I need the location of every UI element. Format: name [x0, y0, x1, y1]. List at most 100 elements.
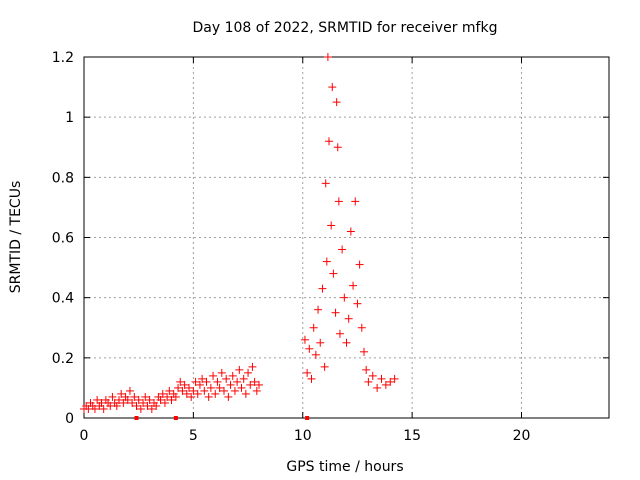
data-point	[362, 365, 371, 374]
data-point	[130, 392, 139, 401]
data-point	[233, 377, 242, 386]
data-point	[333, 143, 342, 152]
data-point	[204, 392, 213, 401]
data-point	[349, 281, 358, 290]
data-point	[200, 386, 209, 395]
data-point	[176, 377, 185, 386]
data-point	[123, 395, 132, 404]
data-point	[322, 257, 331, 266]
data-point	[189, 386, 198, 395]
data-point	[320, 362, 329, 371]
data-point	[252, 386, 261, 395]
data-point	[364, 377, 373, 386]
data-point	[342, 338, 351, 347]
data-point	[136, 404, 145, 413]
data-point	[311, 350, 320, 359]
near-zero-point	[173, 416, 178, 420]
data-point	[360, 347, 368, 356]
data-point	[132, 401, 141, 410]
x-tick-label: 5	[189, 428, 198, 444]
data-point	[309, 323, 318, 332]
data-point	[108, 392, 117, 401]
data-point	[193, 389, 202, 398]
data-point	[167, 395, 176, 404]
x-tick-label: 0	[80, 428, 89, 444]
data-point	[147, 404, 156, 413]
y-tick-label: 0.4	[52, 291, 74, 307]
data-point	[171, 392, 180, 401]
data-point	[115, 395, 123, 404]
y-tick-label: 1	[65, 110, 74, 126]
data-point	[351, 197, 360, 206]
data-point	[222, 374, 231, 383]
x-tick-label: 20	[513, 428, 531, 444]
data-point	[255, 380, 263, 389]
data-point	[119, 398, 128, 407]
data-point	[117, 389, 126, 398]
near-zero-point	[134, 416, 139, 420]
data-point	[329, 269, 338, 278]
data-point	[328, 83, 337, 92]
data-point	[217, 368, 226, 377]
data-point	[174, 383, 183, 392]
data-point	[230, 386, 239, 395]
data-point	[334, 197, 343, 206]
near-zero-point	[305, 416, 310, 420]
data-point	[318, 284, 327, 293]
grid-lines	[84, 57, 609, 418]
data-point	[141, 392, 150, 401]
data-point	[377, 374, 386, 383]
data-point	[134, 395, 143, 404]
data-point	[145, 395, 154, 404]
data-point	[128, 398, 137, 407]
data-point	[250, 377, 259, 386]
data-point	[327, 221, 336, 230]
data-point	[340, 293, 349, 302]
y-axis-label: SRMTID / TECUs	[8, 181, 24, 294]
data-point	[152, 401, 161, 410]
data-point	[248, 362, 257, 371]
data-point	[90, 404, 99, 413]
data-point	[206, 383, 215, 392]
data-point	[215, 383, 224, 392]
data-point	[305, 344, 314, 353]
data-point	[241, 389, 250, 398]
x-axis-label: GPS time / hours	[286, 459, 403, 475]
data-point	[331, 308, 340, 317]
data-point	[390, 374, 399, 383]
data-point	[191, 377, 200, 386]
data-point	[368, 371, 377, 380]
data-point	[303, 368, 312, 377]
data-point	[373, 383, 382, 392]
data-point	[125, 386, 134, 395]
data-point	[323, 53, 332, 61]
data-point	[163, 392, 172, 401]
data-point	[357, 323, 366, 332]
data-point	[237, 383, 246, 392]
data-point	[346, 227, 355, 236]
x-tick-label: 10	[294, 428, 312, 444]
data-point	[178, 386, 187, 395]
data-point	[307, 374, 316, 383]
chart-title: Day 108 of 2022, SRMTID for receiver mfk…	[193, 20, 498, 36]
data-point	[355, 260, 364, 269]
data-point	[211, 389, 220, 398]
data-point	[353, 299, 362, 308]
data-point	[321, 179, 330, 188]
data-point	[202, 377, 211, 386]
y-tick-label: 0.8	[52, 170, 74, 186]
data-point	[335, 329, 344, 338]
data-point	[332, 98, 341, 107]
data-point	[246, 380, 255, 389]
data-point	[185, 383, 193, 392]
data-point	[386, 377, 395, 386]
data-point	[156, 395, 165, 404]
data-point	[344, 314, 353, 323]
tick-labels: 0 5 10 15 20 0 0.2 0.4 0.6 0.8 1 1.2	[52, 50, 531, 444]
data-point	[314, 305, 323, 314]
data-point	[99, 404, 108, 413]
data-point	[182, 389, 191, 398]
data-point	[235, 365, 244, 374]
